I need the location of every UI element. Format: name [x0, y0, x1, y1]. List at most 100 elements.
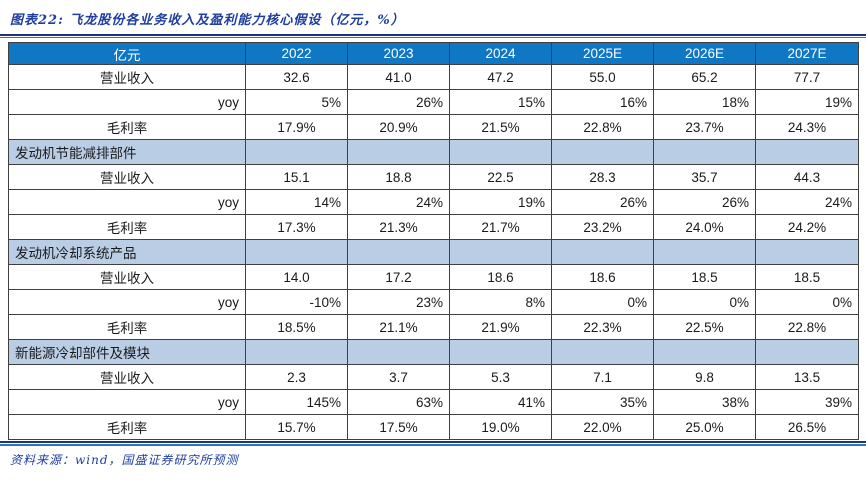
value-cell: 26.5% — [755, 414, 859, 440]
value-cell: 18.6 — [449, 264, 552, 290]
value-cell: 41% — [449, 389, 552, 415]
header-cell-2023: 2023 — [347, 42, 450, 65]
value-cell: 7.1 — [551, 364, 654, 390]
value-cell: 24.3% — [755, 114, 859, 140]
value-cell: 47.2 — [449, 64, 552, 90]
value-cell: 23% — [347, 289, 450, 315]
value-cell: 38% — [653, 389, 756, 415]
row-label-cell: 营业收入 — [8, 64, 246, 90]
header-cell-2025e: 2025E — [551, 42, 654, 65]
value-cell: 24.0% — [653, 214, 756, 240]
table-body: 营业收入 32.6 41.0 47.2 55.0 65.2 77.7 yoy 5% 26% 15% 1… — [8, 64, 859, 440]
value-cell: 21.1% — [347, 314, 450, 340]
value-cell: 22.8% — [755, 314, 859, 340]
value-cell: 65.2 — [653, 64, 756, 90]
value-cell — [347, 139, 450, 165]
table-row: 营业收入 15.1 18.8 22.5 28.3 35.7 44.3 — [8, 164, 859, 190]
value-cell: 22.0% — [551, 414, 654, 440]
value-cell: 18.5 — [653, 264, 756, 290]
value-cell — [653, 339, 756, 365]
value-cell: 22.8% — [551, 114, 654, 140]
value-cell — [755, 239, 859, 265]
row-label-cell: 毛利率 — [8, 314, 246, 340]
value-cell — [449, 239, 552, 265]
row-label-cell: 营业收入 — [8, 264, 246, 290]
value-cell: 18% — [653, 89, 756, 115]
value-cell: 5% — [245, 89, 348, 115]
title-divider — [0, 34, 866, 38]
value-cell — [347, 239, 450, 265]
value-cell: 24% — [755, 189, 859, 215]
value-cell: 21.9% — [449, 314, 552, 340]
header-cell-2022: 2022 — [245, 42, 348, 65]
value-cell — [245, 139, 348, 165]
value-cell: 77.7 — [755, 64, 859, 90]
value-cell — [347, 339, 450, 365]
value-cell: 24% — [347, 189, 450, 215]
value-cell: 22.5% — [653, 314, 756, 340]
value-cell — [653, 239, 756, 265]
value-cell: 17.2 — [347, 264, 450, 290]
value-cell: 14% — [245, 189, 348, 215]
row-label-cell: 毛利率 — [8, 114, 246, 140]
value-cell: 15.1 — [245, 164, 348, 190]
value-cell: 20.9% — [347, 114, 450, 140]
value-cell: 26% — [347, 89, 450, 115]
value-cell: 28.3 — [551, 164, 654, 190]
value-cell: 15.7% — [245, 414, 348, 440]
value-cell: 32.6 — [245, 64, 348, 90]
value-cell: 23.2% — [551, 214, 654, 240]
value-cell: 21.5% — [449, 114, 552, 140]
row-label-cell: 营业收入 — [8, 364, 246, 390]
value-cell: 41.0 — [347, 64, 450, 90]
page-title: 图表22: 飞龙股份各业务收入及盈利能力核心假设（亿元，%） — [10, 13, 405, 28]
value-cell: 18.6 — [551, 264, 654, 290]
value-cell — [245, 239, 348, 265]
table-row: 毛利率 18.5% 21.1% 21.9% 22.3% 22.5% 22.8% — [8, 314, 859, 340]
value-cell — [449, 339, 552, 365]
value-cell: 35% — [551, 389, 654, 415]
value-cell: -10% — [245, 289, 348, 315]
value-cell: 22.5 — [449, 164, 552, 190]
value-cell: 0% — [755, 289, 859, 315]
value-cell: 2.3 — [245, 364, 348, 390]
value-cell: 13.5 — [755, 364, 859, 390]
row-label-cell: 毛利率 — [8, 214, 246, 240]
value-cell: 19.0% — [449, 414, 552, 440]
table-row: yoy 145% 63% 41% 35% 38% 39% — [8, 389, 859, 415]
value-cell: 18.5 — [755, 264, 859, 290]
value-cell — [551, 139, 654, 165]
assumptions-table: 亿元 2022 2023 2024 2025E 2026E 2027E 营业收入… — [8, 42, 859, 440]
value-cell: 18.8 — [347, 164, 450, 190]
value-cell: 22.3% — [551, 314, 654, 340]
value-cell: 14.0 — [245, 264, 348, 290]
value-cell: 15% — [449, 89, 552, 115]
value-cell: 0% — [551, 289, 654, 315]
value-cell: 35.7 — [653, 164, 756, 190]
value-cell: 39% — [755, 389, 859, 415]
row-label-cell: 发动机冷却系统产品 — [8, 239, 246, 265]
table-row: 毛利率 17.3% 21.3% 21.7% 23.2% 24.0% 24.2% — [8, 214, 859, 240]
row-label-cell: 发动机节能减排部件 — [8, 139, 246, 165]
table-row: 毛利率 17.9% 20.9% 21.5% 22.8% 23.7% 24.3% — [8, 114, 859, 140]
header-cell-unit: 亿元 — [8, 42, 246, 65]
table-row: yoy -10% 23% 8% 0% 0% 0% — [8, 289, 859, 315]
table-row: 营业收入 32.6 41.0 47.2 55.0 65.2 77.7 — [8, 64, 859, 90]
row-label-cell: yoy — [8, 289, 246, 315]
value-cell — [653, 139, 756, 165]
table-row: 营业收入 14.0 17.2 18.6 18.6 18.5 18.5 — [8, 264, 859, 290]
row-label-cell: yoy — [8, 189, 246, 215]
value-cell — [551, 339, 654, 365]
value-cell: 17.5% — [347, 414, 450, 440]
table-row: yoy 5% 26% 15% 16% 18% 19% — [8, 89, 859, 115]
header-cell-2026e: 2026E — [653, 42, 756, 65]
value-cell: 18.5% — [245, 314, 348, 340]
value-cell: 0% — [653, 289, 756, 315]
header-cell-2024: 2024 — [449, 42, 552, 65]
value-cell: 16% — [551, 89, 654, 115]
value-cell: 8% — [449, 289, 552, 315]
row-label-cell: 新能源冷却部件及模块 — [8, 339, 246, 365]
table-row: yoy 14% 24% 19% 26% 26% 24% — [8, 189, 859, 215]
table-row: 营业收入 2.3 3.7 5.3 7.1 9.8 13.5 — [8, 364, 859, 390]
value-cell: 55.0 — [551, 64, 654, 90]
